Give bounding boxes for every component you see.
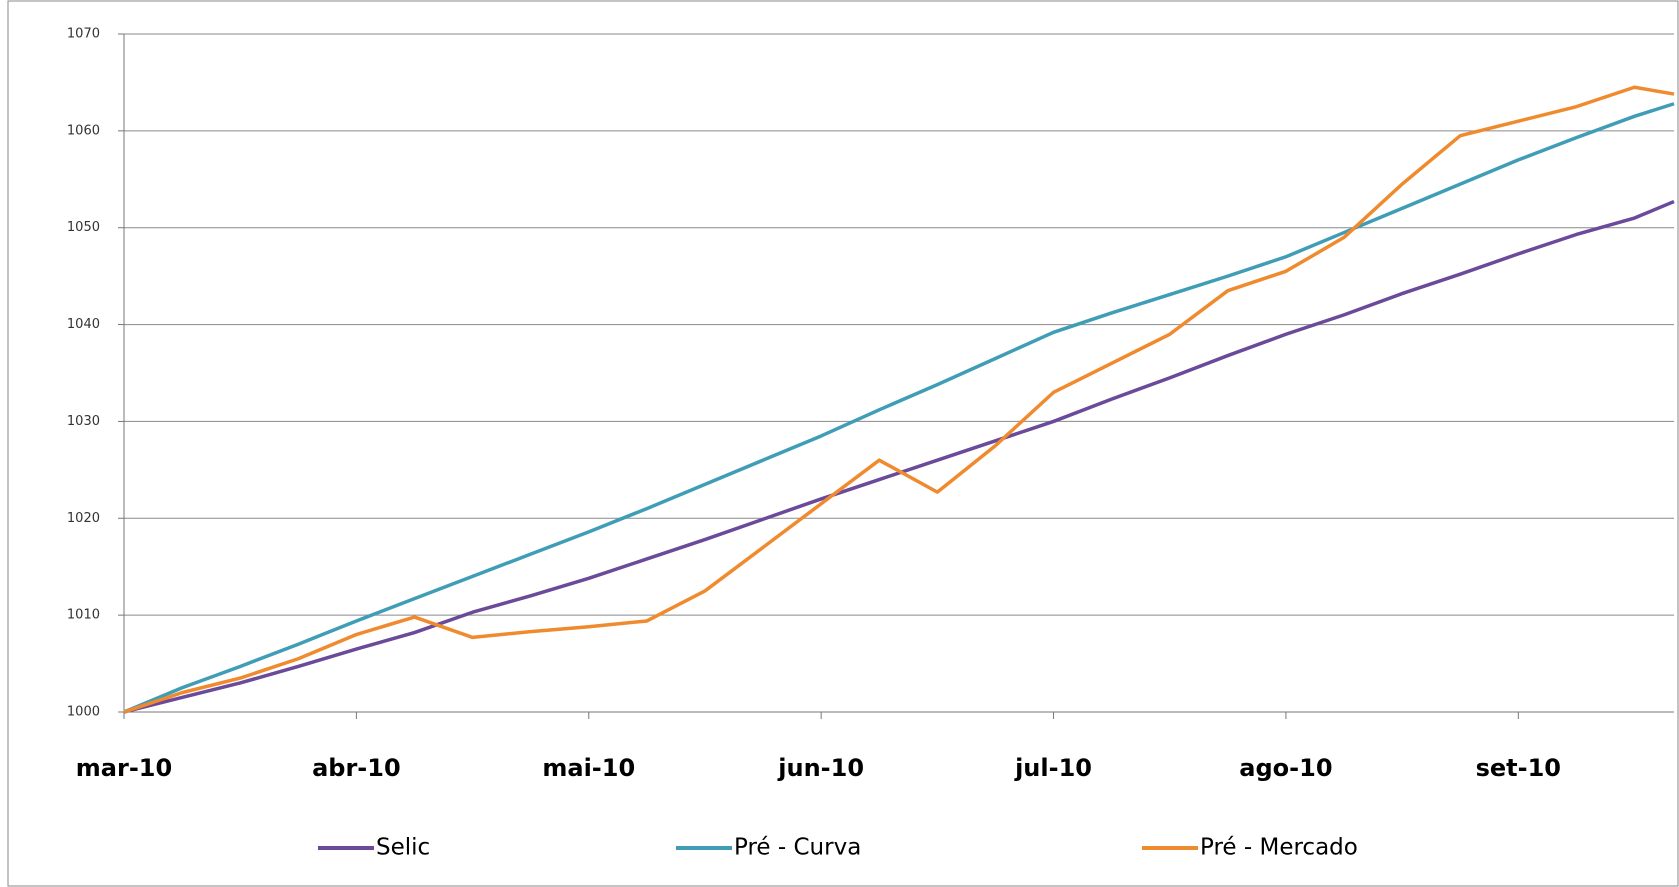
x-tick-label: set-10 bbox=[1476, 754, 1561, 782]
y-tick-label: 1040 bbox=[67, 317, 100, 332]
y-tick-label: 1020 bbox=[67, 511, 100, 526]
y-tick-label: 1000 bbox=[67, 705, 100, 720]
legend-label: Pré - Curva bbox=[734, 835, 861, 861]
y-tick-label: 1010 bbox=[67, 608, 100, 623]
x-tick-label: abr-10 bbox=[312, 754, 401, 782]
y-tick-label: 1050 bbox=[67, 220, 100, 235]
x-tick-label: mar-10 bbox=[76, 754, 172, 782]
x-tick-label: mai-10 bbox=[542, 754, 635, 782]
y-tick-label: 1070 bbox=[67, 27, 100, 42]
series-line bbox=[123, 102, 1675, 714]
series-line bbox=[123, 85, 1675, 714]
y-tick-label: 1060 bbox=[67, 123, 100, 138]
x-tick-label: ago-10 bbox=[1239, 754, 1332, 782]
x-tick-label: jun-10 bbox=[777, 754, 864, 782]
x-tick-label: jul-10 bbox=[1014, 754, 1092, 782]
chart-frame bbox=[7, 0, 1679, 887]
legend-label: Pré - Mercado bbox=[1200, 835, 1358, 861]
legend-label: Selic bbox=[376, 835, 430, 861]
series-line bbox=[123, 199, 1675, 714]
y-tick-label: 1030 bbox=[67, 414, 100, 429]
